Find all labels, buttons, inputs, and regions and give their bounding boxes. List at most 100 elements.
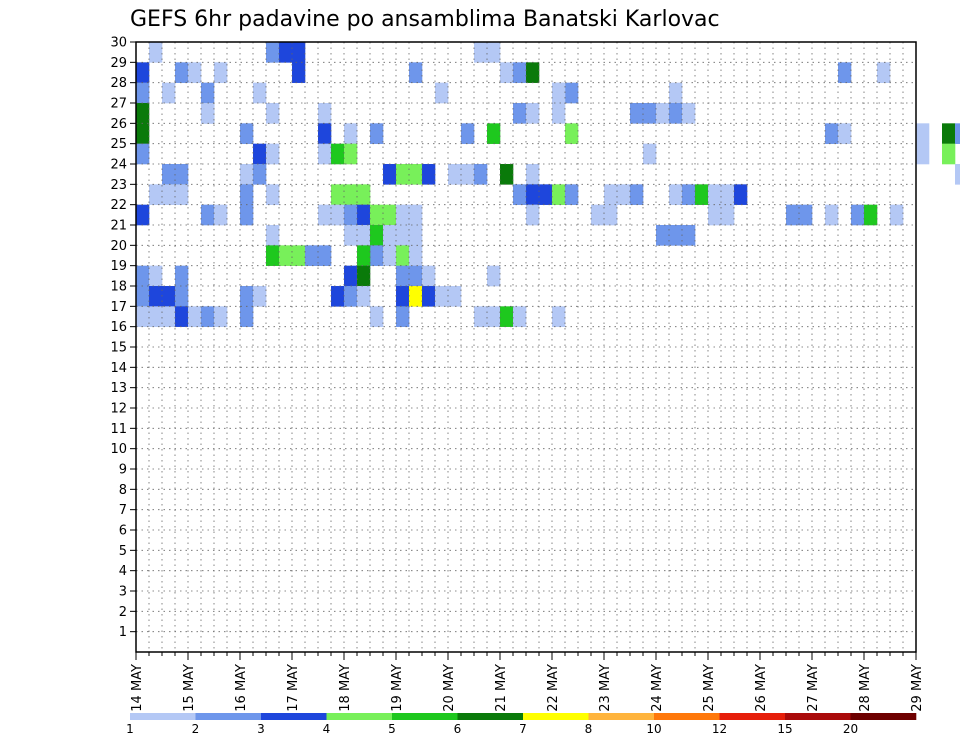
heatmap-cell bbox=[344, 265, 358, 287]
heatmap-cell bbox=[266, 245, 280, 266]
heatmap-cell bbox=[279, 42, 293, 63]
heatmap-cell bbox=[266, 225, 280, 246]
heatmap-cell bbox=[422, 164, 436, 185]
y-tick-label: 8 bbox=[119, 483, 127, 498]
heatmap-cell bbox=[318, 103, 332, 124]
legend-swatch bbox=[785, 713, 851, 720]
heatmap-cell bbox=[825, 123, 839, 144]
heatmap-cell bbox=[890, 204, 904, 226]
heatmap-cell bbox=[370, 123, 384, 144]
heatmap-cell bbox=[149, 306, 163, 327]
legend-swatch bbox=[130, 713, 196, 720]
x-tick-label: 25 MAY bbox=[702, 664, 717, 712]
legend-swatch bbox=[523, 713, 589, 720]
legend-swatch bbox=[326, 713, 393, 720]
cells-layer bbox=[136, 42, 960, 327]
heatmap-cell bbox=[448, 286, 462, 307]
y-tick-label: 20 bbox=[110, 239, 127, 254]
heatmap-cell bbox=[136, 286, 150, 307]
heatmap-cell bbox=[682, 184, 696, 205]
heatmap-cell bbox=[136, 265, 150, 287]
legend-swatch bbox=[654, 713, 720, 720]
heatmap-cell bbox=[162, 164, 176, 185]
x-tick-label: 26 MAY bbox=[754, 664, 769, 712]
x-tick-label: 23 MAY bbox=[598, 664, 613, 712]
y-tick-label: 27 bbox=[110, 97, 127, 112]
y-tick-label: 12 bbox=[110, 402, 127, 417]
heatmap-cell bbox=[474, 306, 488, 327]
heatmap-cell bbox=[565, 82, 579, 104]
x-tick-label: 16 MAY bbox=[234, 664, 249, 712]
heatmap-cell bbox=[318, 143, 332, 165]
heatmap-cell bbox=[370, 204, 384, 226]
heatmap-cell bbox=[409, 164, 423, 185]
heatmap-cell bbox=[357, 225, 371, 246]
y-tick-label: 17 bbox=[110, 300, 127, 315]
heatmap-cell bbox=[136, 204, 150, 226]
heatmap-cell bbox=[136, 123, 150, 144]
heatmap-cell bbox=[279, 245, 293, 266]
x-tick-label: 17 MAY bbox=[286, 664, 301, 712]
x-tick-label: 15 MAY bbox=[182, 664, 197, 712]
heatmap-cell bbox=[331, 204, 345, 226]
y-tick-label: 9 bbox=[119, 463, 127, 478]
heatmap-cell bbox=[565, 184, 579, 205]
heatmap-cell bbox=[357, 265, 371, 287]
heatmap-cell bbox=[643, 103, 657, 124]
heatmap-cell bbox=[175, 184, 189, 205]
heatmap-cell bbox=[240, 306, 254, 327]
y-tick-label: 14 bbox=[110, 361, 127, 376]
heatmap-cell bbox=[396, 265, 410, 287]
heatmap-cell bbox=[500, 306, 514, 327]
heatmap-cell bbox=[526, 184, 540, 205]
heatmap-cell bbox=[526, 103, 540, 124]
heatmap-cell bbox=[552, 103, 566, 124]
heatmap-cell bbox=[422, 286, 436, 307]
heatmap-cell bbox=[487, 42, 501, 63]
heatmap-cell bbox=[617, 184, 631, 205]
heatmap-cell bbox=[162, 82, 176, 104]
heatmap-cell bbox=[448, 164, 462, 185]
heatmap-cell bbox=[136, 62, 150, 83]
heatmap-cell bbox=[682, 103, 696, 124]
heatmap-cell bbox=[149, 184, 163, 205]
heatmap-cell bbox=[162, 184, 176, 205]
heatmap-cell bbox=[318, 245, 332, 266]
heatmap-cell bbox=[318, 123, 332, 144]
heatmap-cell bbox=[383, 245, 397, 266]
heatmap-cell bbox=[175, 286, 189, 307]
heatmap-cell bbox=[240, 184, 254, 205]
legend-label: 6 bbox=[454, 722, 462, 736]
x-tick-label: 22 MAY bbox=[546, 664, 561, 712]
legend-swatch bbox=[457, 713, 524, 720]
heatmap-cell bbox=[175, 265, 189, 287]
heatmap-cell bbox=[656, 225, 670, 246]
heatmap-cell bbox=[149, 265, 163, 287]
legend-swatch bbox=[588, 713, 655, 720]
y-tick-label: 7 bbox=[119, 503, 127, 518]
x-axis: 14 MAY 15 MAY 16 MAY 17 MAY 18 MAY 19 MAY 20 M… bbox=[130, 652, 925, 712]
heatmap-cell bbox=[409, 265, 423, 287]
heatmap-cell bbox=[344, 123, 358, 144]
heatmap-cell bbox=[474, 164, 488, 185]
heatmap-cell bbox=[487, 265, 501, 287]
y-tick-label: 10 bbox=[110, 442, 127, 457]
heatmap-cell bbox=[721, 184, 735, 205]
heatmap-cell bbox=[253, 286, 267, 307]
heatmap-cell bbox=[162, 286, 176, 307]
x-tick-label: 28 MAY bbox=[858, 664, 873, 712]
heatmap-cell bbox=[357, 204, 371, 226]
heatmap-cell bbox=[396, 225, 410, 246]
heatmap-cell bbox=[838, 62, 852, 83]
heatmap-cell bbox=[409, 225, 423, 246]
heatmap-cell bbox=[344, 286, 358, 307]
x-tick-label: 24 MAY bbox=[650, 664, 665, 712]
heatmap-cell bbox=[188, 306, 202, 327]
heatmap-cell bbox=[253, 164, 267, 185]
heatmap-cell bbox=[916, 123, 930, 144]
heatmap-cell bbox=[201, 204, 215, 226]
legend-label: 4 bbox=[323, 722, 331, 736]
y-tick-label: 19 bbox=[110, 259, 127, 274]
y-tick-label: 16 bbox=[110, 320, 127, 335]
heatmap-cell bbox=[604, 184, 618, 205]
